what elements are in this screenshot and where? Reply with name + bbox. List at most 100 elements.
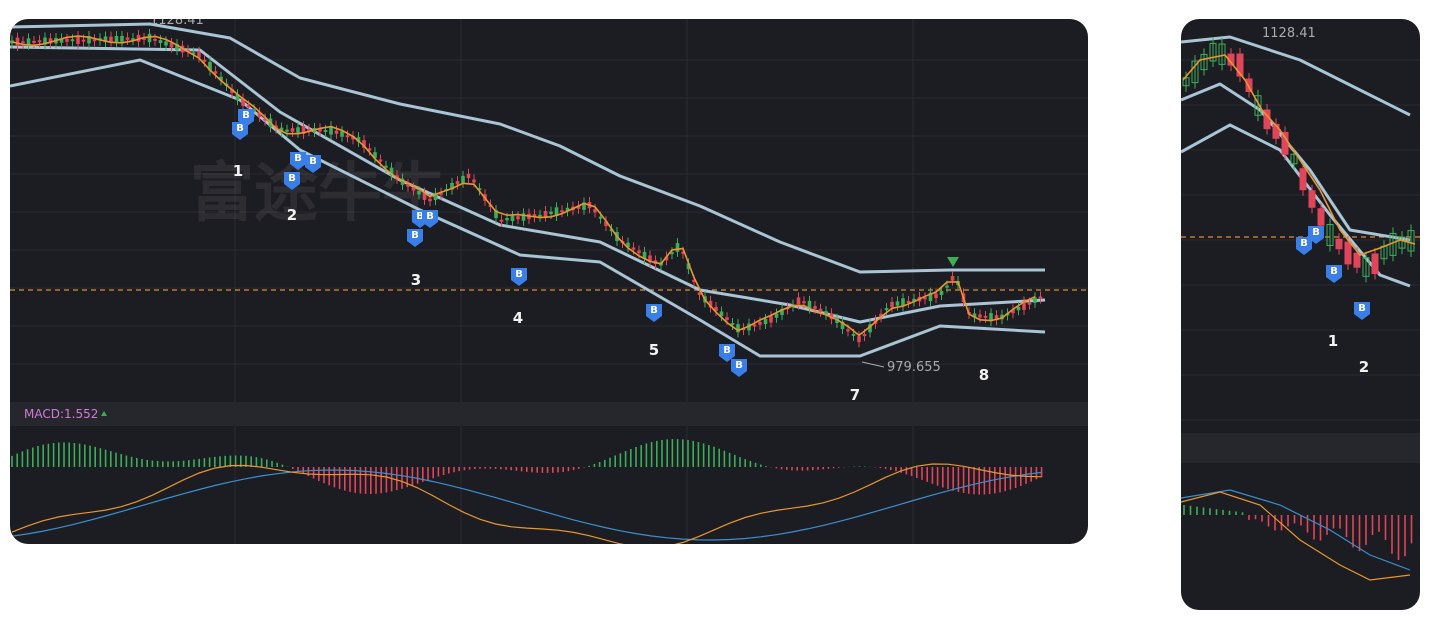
- buy-marker: [646, 304, 662, 322]
- candle-body: [373, 152, 377, 158]
- candle-body: [1371, 253, 1379, 275]
- candle-body: [697, 292, 702, 296]
- candle-body: [428, 198, 432, 202]
- candle-body: [65, 38, 69, 42]
- candle-body: [686, 263, 691, 270]
- candle-body: [296, 127, 300, 133]
- buy-marker-label: B: [1312, 227, 1320, 238]
- candle-body: [1254, 95, 1262, 116]
- candle-body: [103, 36, 108, 43]
- buy-marker: [1296, 237, 1312, 255]
- candle-body: [169, 43, 174, 48]
- candle-body: [48, 38, 53, 44]
- candle-body: [670, 252, 674, 255]
- candle-body: [37, 40, 42, 43]
- candle-body: [626, 242, 630, 248]
- candle-body: [92, 39, 97, 42]
- buy-marker-label: B: [426, 211, 434, 222]
- candle-body: [120, 35, 124, 42]
- candle-body: [708, 300, 713, 308]
- wave-label: 5: [649, 341, 659, 359]
- buy-marker-label: B: [650, 305, 658, 316]
- candle-body: [395, 175, 399, 179]
- buy-marker: [719, 344, 735, 362]
- candle-body: [1245, 78, 1253, 92]
- wave-label: 8: [979, 366, 989, 384]
- buy-marker: [731, 359, 747, 377]
- candle-body: [400, 178, 405, 185]
- leader-line: [861, 361, 885, 368]
- candle-body: [846, 329, 850, 332]
- macd-histogram: [1183, 505, 1413, 560]
- candle-body: [950, 276, 955, 281]
- candle-body: [362, 140, 366, 148]
- candle-body: [164, 41, 168, 46]
- candle-body: [125, 37, 130, 40]
- macd-dea-line: [1181, 491, 1411, 581]
- candle-body: [1182, 77, 1190, 87]
- candle-body: [895, 301, 900, 306]
- lower-band: [10, 58, 1046, 358]
- candle-body: [884, 308, 889, 311]
- wave-label: 4: [513, 309, 523, 327]
- candle-body: [76, 36, 80, 44]
- macd-dif-line: [11, 469, 1042, 541]
- candle-body: [631, 247, 636, 250]
- candle-body: [637, 250, 641, 254]
- candle-body: [725, 317, 729, 320]
- candle-body: [1398, 236, 1406, 249]
- signal-triangle: [947, 257, 959, 267]
- candle-body: [549, 211, 553, 215]
- panel-bg: [1181, 19, 1420, 610]
- buy-marker-label: B: [242, 110, 250, 121]
- candle-body: [879, 313, 883, 318]
- candle-body: [516, 216, 520, 220]
- candle-body: [422, 192, 427, 201]
- buy-marker: [1354, 302, 1370, 320]
- candle-body: [593, 209, 597, 213]
- candle-body: [208, 61, 212, 71]
- candle-body: [1362, 257, 1370, 277]
- candle-body: [257, 112, 262, 117]
- candle-body: [1236, 53, 1244, 77]
- candle-body: [945, 285, 949, 288]
- buy-marker: [422, 210, 438, 228]
- price-label-top: 1128.41: [150, 13, 204, 28]
- candle-body: [1027, 302, 1032, 305]
- candle-body: [505, 217, 509, 221]
- candle-body: [70, 39, 75, 42]
- candle-body: [131, 38, 135, 41]
- macd-dif-line: [1181, 489, 1411, 571]
- candle-body: [923, 297, 927, 300]
- candle-body: [219, 76, 223, 81]
- candle-body: [472, 179, 476, 183]
- buy-marker-label: B: [294, 153, 302, 164]
- candle-body: [752, 324, 757, 327]
- candle-body: [719, 311, 724, 317]
- buy-marker-label: B: [735, 360, 743, 371]
- candle-body: [153, 38, 157, 41]
- candle-body: [378, 159, 383, 162]
- candle-body: [285, 129, 289, 132]
- candle-body: [972, 313, 977, 318]
- candle-body: [87, 36, 91, 44]
- candle-body: [510, 215, 515, 222]
- buy-marker: [1326, 265, 1342, 283]
- candle-body: [857, 336, 861, 343]
- buy-marker-label: B: [288, 173, 296, 184]
- candle-body: [1209, 42, 1217, 62]
- candle-body: [642, 251, 647, 259]
- candle-body: [939, 291, 944, 295]
- candle-body: [329, 126, 333, 135]
- wave-label: 1: [233, 162, 243, 180]
- candle-body: [356, 137, 361, 142]
- macd-dea-line: [11, 463, 1042, 544]
- price-label-low: 979.655: [887, 360, 941, 375]
- candle-body: [202, 59, 207, 62]
- panel-bg: [10, 19, 1088, 544]
